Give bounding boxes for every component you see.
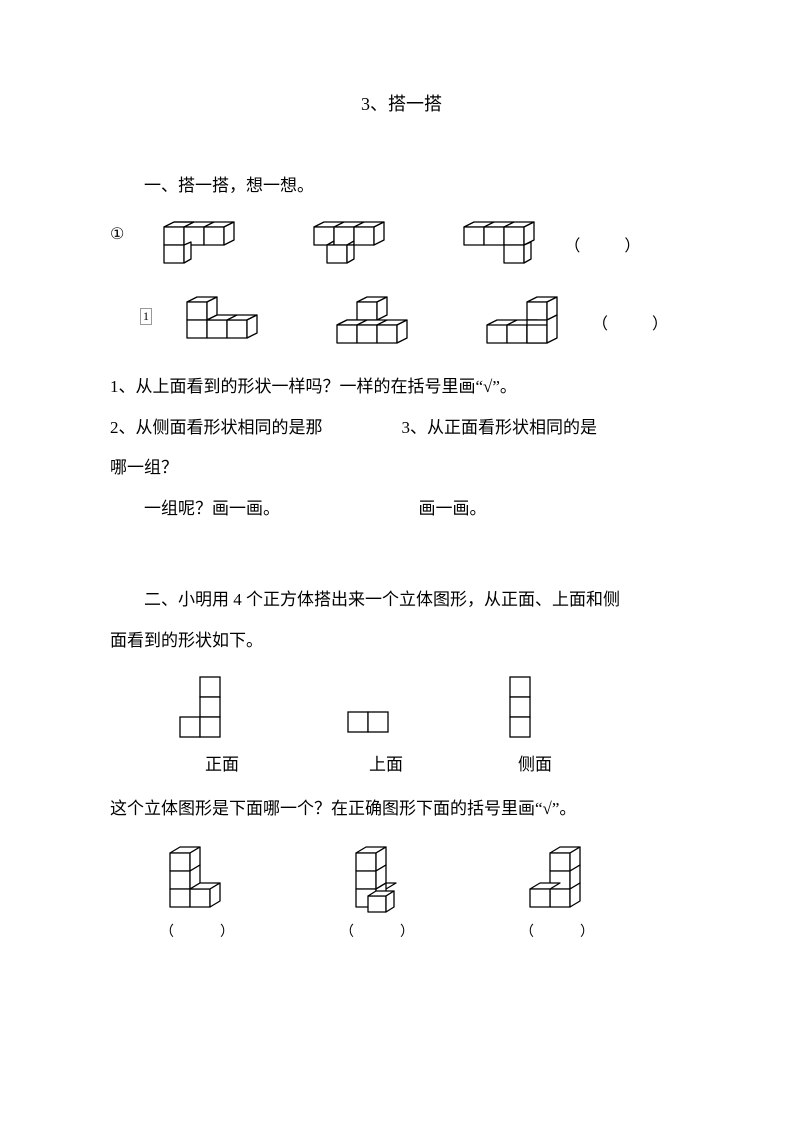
q3-right-a: 3、从正面看形状相同的是 xyxy=(402,408,694,449)
figure-row-2: 1 xyxy=(110,292,693,352)
cube-figure-2a xyxy=(172,292,272,352)
answer-option-1[interactable]: （ ） xyxy=(150,841,240,941)
label-front: 正面 xyxy=(205,750,239,775)
answer-paren-b: （ ） xyxy=(340,921,420,941)
view-front xyxy=(170,672,230,742)
label-top: 上面 xyxy=(369,750,403,775)
answer-paren-1[interactable]: （ ） xyxy=(564,232,644,256)
answer-paren-a: （ ） xyxy=(160,921,240,941)
q3-right-c: 画一画。 xyxy=(402,489,694,530)
cube-figure-1c xyxy=(444,217,544,272)
q1-text: 1、从上面看到的形状一样吗？一样的在括号里画“√”。 xyxy=(110,367,693,408)
q2-left-b: 哪一组？ xyxy=(110,448,693,489)
view-top xyxy=(340,707,400,737)
ortho-views-row xyxy=(170,672,693,742)
cube-figure-2c xyxy=(472,292,572,352)
answer-option-2[interactable]: （ ） xyxy=(330,841,420,941)
worksheet-page: 3、搭一搭 一、搭一搭，想一想。 ① xyxy=(0,0,793,1122)
page-title: 3、搭一搭 xyxy=(110,90,693,116)
answer-cube-3 xyxy=(518,841,593,921)
cube-figure-1a xyxy=(144,217,244,272)
cube-figure-1b xyxy=(294,217,394,272)
q2-left-c: 一组呢？画一画。 xyxy=(110,489,402,530)
marker-2: 1 xyxy=(140,308,152,325)
marker-1: ① xyxy=(110,224,124,244)
figure-row-1: ① xyxy=(110,217,693,272)
answer-paren-2[interactable]: （ ） xyxy=(592,310,672,334)
section1-heading: 一、搭一搭，想一想。 xyxy=(110,166,693,207)
cube-figure-2b xyxy=(322,292,422,352)
answer-cube-2 xyxy=(338,841,413,921)
label-side: 侧面 xyxy=(518,750,552,775)
section2-q: 这个立体图形是下面哪一个？在正确图形下面的括号里画“√”。 xyxy=(110,789,693,830)
q2-left-a: 2、从侧面看形状相同的是那 xyxy=(110,408,402,449)
section2-heading-b: 面看到的形状如下。 xyxy=(110,621,693,662)
answer-cube-1 xyxy=(158,841,233,921)
answer-option-3[interactable]: （ ） xyxy=(510,841,600,941)
view-labels-row: 正面 上面 侧面 xyxy=(110,750,693,775)
section2-heading-a: 二、小明用 4 个正方体搭出来一个立体图形，从正面、上面和侧 xyxy=(110,580,693,621)
answer-paren-c: （ ） xyxy=(520,921,600,941)
question-block: 1、从上面看到的形状一样吗？一样的在括号里画“√”。 2、从侧面看形状相同的是那… xyxy=(110,367,693,530)
answer-figures-row: （ ） （ ） xyxy=(150,841,693,941)
view-side xyxy=(500,672,540,742)
